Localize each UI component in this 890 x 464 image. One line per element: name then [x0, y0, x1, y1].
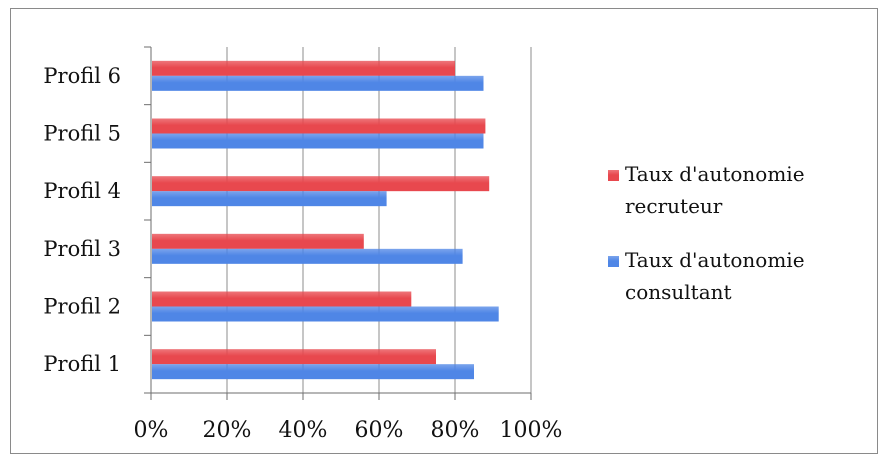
chart-frame: 0% 20% 40% 60% 80% 100% Profil 1 Profil 2 Profil…	[10, 8, 878, 454]
y-category-label: Profil 3	[43, 237, 121, 261]
y-category-label: Profil 5	[43, 122, 121, 146]
axes	[144, 46, 532, 400]
bar-recruteur	[152, 60, 455, 76]
grid-lines	[226, 47, 532, 393]
x-tick-label: 20%	[203, 418, 252, 443]
legend-label: consultant	[625, 280, 732, 304]
legend-label: Taux d'autonomie	[625, 248, 805, 272]
bar-consultant	[152, 75, 484, 91]
x-tick-label: 100%	[500, 418, 563, 443]
y-category-label: Profil 1	[43, 352, 121, 376]
bar-consultant	[152, 364, 474, 380]
bar-recruteur	[152, 176, 490, 192]
x-tick-label: 60%	[355, 418, 404, 443]
bar-recruteur	[152, 349, 436, 365]
x-tick-label: 40%	[279, 418, 328, 443]
bar-recruteur	[152, 291, 412, 307]
legend-swatch	[608, 256, 619, 267]
bars	[152, 60, 499, 380]
bar-consultant	[152, 248, 463, 264]
y-category-label: Profil 2	[43, 295, 121, 319]
legend-label: Taux d'autonomie	[625, 162, 805, 186]
bar-chart: 0% 20% 40% 60% 80% 100% Profil 1 Profil 2 Profil…	[43, 46, 805, 443]
axis-labels: 0% 20% 40% 60% 80% 100% Profil 1 Profil 2 Profil…	[43, 64, 562, 443]
bar-consultant	[152, 133, 484, 149]
x-tick-label: 80%	[431, 418, 480, 443]
bar-recruteur	[152, 118, 486, 134]
y-category-label: Profil 4	[43, 179, 121, 203]
legend: Taux d'autonomie recruteur Taux d'autonomi…	[608, 162, 805, 304]
x-tick-label: 0%	[134, 418, 169, 443]
bar-consultant	[152, 306, 499, 322]
bar-recruteur	[152, 233, 364, 249]
legend-swatch	[608, 170, 619, 181]
y-category-label: Profil 6	[43, 64, 121, 88]
legend-label: recruteur	[625, 194, 723, 218]
bar-consultant	[152, 191, 387, 207]
